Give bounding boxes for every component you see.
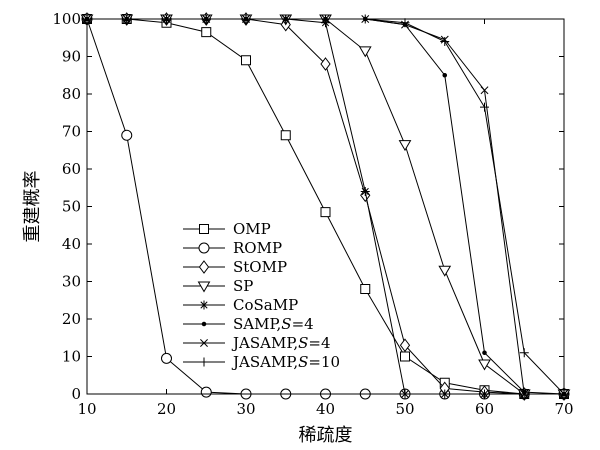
data-point bbox=[480, 102, 489, 112]
y-tick-label: 90 bbox=[62, 48, 81, 66]
legend-label-part: JASAMP, bbox=[231, 353, 298, 371]
y-tick-label: 60 bbox=[62, 160, 81, 178]
data-point bbox=[440, 37, 450, 46]
legend-label-part: S bbox=[281, 315, 291, 333]
y-tick-label: 10 bbox=[62, 348, 81, 366]
legend-marker bbox=[200, 339, 208, 347]
data-point bbox=[480, 86, 489, 95]
data-point bbox=[438, 265, 452, 277]
data-point bbox=[121, 129, 133, 141]
x-tick-label: 70 bbox=[554, 400, 573, 418]
legend-label-part: =4 bbox=[292, 315, 314, 333]
legend-item: CoSaMP bbox=[183, 296, 298, 314]
legend-label: SAMP,S=4 bbox=[233, 315, 314, 333]
legend-label-part: =4 bbox=[308, 334, 330, 352]
data-point bbox=[398, 140, 412, 152]
legend-label: CoSaMP bbox=[233, 296, 298, 314]
legend-item: JASAMP,S=4 bbox=[183, 334, 331, 352]
legend-marker bbox=[199, 224, 209, 234]
y-tick-label: 80 bbox=[62, 85, 81, 103]
legend-label: StOMP bbox=[233, 258, 287, 276]
x-tick-label: 20 bbox=[157, 400, 176, 418]
data-point bbox=[400, 18, 410, 28]
legend-label-part: S bbox=[298, 334, 308, 352]
data-point bbox=[161, 352, 172, 364]
data-point bbox=[360, 187, 370, 196]
legend-marker bbox=[198, 242, 210, 254]
legend-marker bbox=[198, 260, 210, 274]
data-point bbox=[400, 351, 410, 362]
data-point bbox=[478, 359, 491, 371]
data-point bbox=[280, 130, 291, 141]
legend-item: OMP bbox=[183, 220, 271, 238]
x-tick-label: 30 bbox=[236, 400, 255, 418]
legend-label-part: JASAMP, bbox=[231, 334, 298, 352]
data-point bbox=[241, 55, 251, 66]
x-axis-label: 稀疏度 bbox=[299, 425, 353, 446]
legend-label: ROMP bbox=[233, 239, 282, 257]
legend-item: StOMP bbox=[183, 258, 287, 276]
data-point bbox=[320, 57, 331, 71]
legend-label: JASAMP,S=10 bbox=[231, 353, 340, 371]
legend-label-part: SAMP, bbox=[233, 315, 281, 333]
data-point bbox=[358, 46, 372, 58]
legend-marker bbox=[201, 321, 207, 327]
y-tick-label: 0 bbox=[71, 385, 81, 403]
y-tick-label: 70 bbox=[62, 123, 81, 141]
legend-label: JASAMP,S=4 bbox=[231, 334, 331, 352]
x-tick-label: 10 bbox=[77, 400, 96, 418]
y-axis-label: 重建概率 bbox=[22, 171, 43, 243]
data-point bbox=[399, 338, 411, 353]
x-tick-label: 60 bbox=[475, 400, 494, 418]
y-tick-label: 30 bbox=[62, 273, 81, 291]
x-tick-label: 40 bbox=[316, 400, 335, 418]
legend-item: JASAMP,S=10 bbox=[183, 353, 340, 371]
plot-frame bbox=[86, 18, 565, 395]
legend-marker bbox=[199, 300, 209, 310]
legend-label: SP bbox=[233, 277, 253, 295]
data-point bbox=[200, 386, 212, 398]
data-point bbox=[519, 348, 529, 358]
data-point bbox=[442, 72, 448, 78]
data-point bbox=[201, 27, 212, 38]
y-tick-label: 20 bbox=[62, 310, 81, 328]
y-tick-label: 50 bbox=[62, 198, 81, 216]
legend-marker bbox=[197, 281, 211, 293]
data-point bbox=[360, 284, 371, 294]
legend: OMPROMPStOMPSPCoSaMPSAMP,S=4JASAMP,S=4JA… bbox=[183, 220, 340, 371]
y-tick-label: 40 bbox=[62, 235, 81, 253]
legend-item: SAMP,S=4 bbox=[183, 315, 314, 333]
legend-label: OMP bbox=[233, 220, 271, 238]
legend-label-part: =10 bbox=[308, 353, 340, 371]
data-point bbox=[320, 207, 331, 218]
legend-label-part: S bbox=[298, 353, 308, 371]
legend-item: SP bbox=[183, 277, 253, 295]
data-point bbox=[482, 350, 487, 356]
x-tick-label: 50 bbox=[395, 400, 414, 418]
legend-marker bbox=[199, 357, 209, 367]
y-tick-label: 100 bbox=[52, 10, 81, 28]
legend-item: ROMP bbox=[183, 239, 282, 257]
